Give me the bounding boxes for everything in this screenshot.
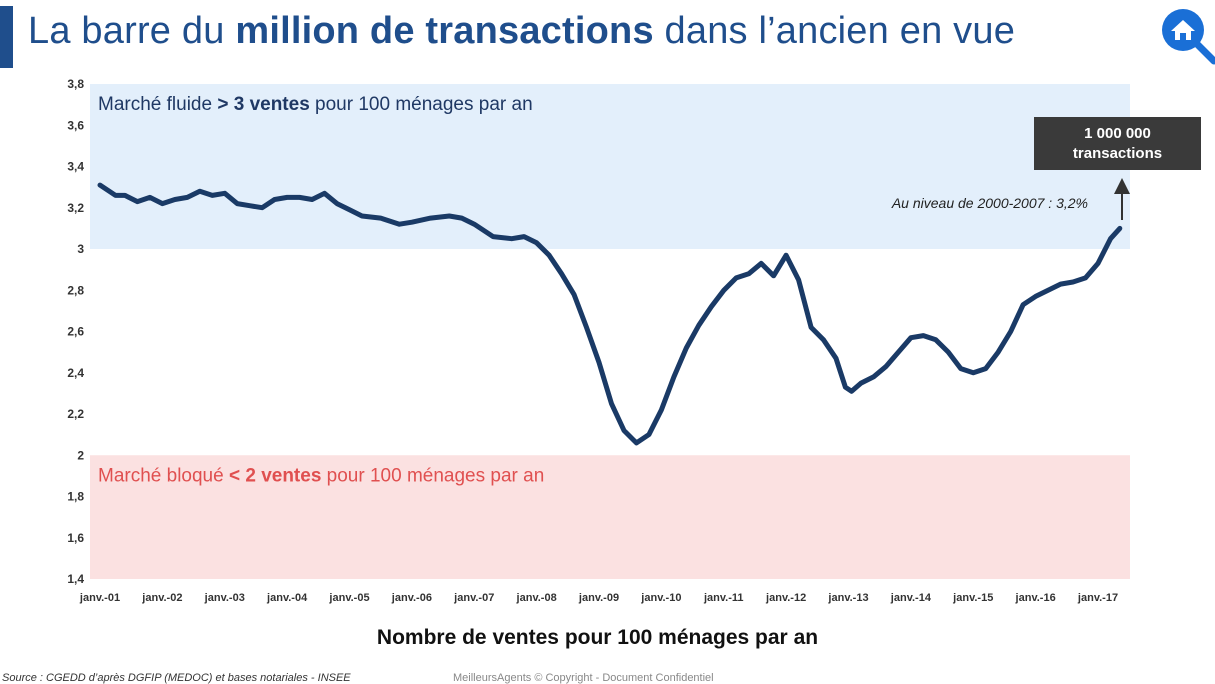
x-tick-label: janv.-15	[952, 592, 993, 604]
y-tick-label: 1,6	[67, 531, 84, 545]
x-tick-label: janv.-13	[827, 592, 868, 604]
y-tick-label: 2,2	[67, 407, 84, 421]
blocked-market-band	[90, 455, 1130, 579]
copyright-note: MeilleursAgents © Copyright - Document C…	[453, 672, 714, 684]
x-tick-label: janv.-02	[141, 592, 182, 604]
x-tick-label: janv.-10	[640, 592, 681, 604]
title-accent-bar	[0, 6, 13, 68]
y-tick-label: 2,6	[67, 325, 84, 339]
x-tick-label: janv.-01	[79, 592, 120, 604]
x-axis-title: Nombre de ventes pour 100 ménages par an	[376, 626, 819, 649]
source-note: Source : CGEDD d’après DGFIP (MEDOC) et …	[2, 672, 351, 684]
fluid-market-band	[90, 84, 1130, 249]
fluid-market-label: Marché fluide > 3 ventes pour 100 ménage…	[98, 94, 533, 115]
million-transactions-line1: 1 000 000	[1084, 125, 1151, 142]
annotation-arrow-head	[1114, 178, 1130, 194]
series-line	[97, 182, 1123, 446]
y-tick-label: 3,4	[67, 160, 84, 174]
x-tick-label: janv.-07	[453, 592, 494, 604]
line-chart: Marché fluide > 3 ventes pour 100 ménage…	[67, 77, 1201, 604]
page-title: La barre du million de transactions dans…	[28, 10, 1016, 52]
y-tick-label: 3,2	[67, 201, 84, 215]
x-tick-label: janv.-12	[765, 592, 806, 604]
y-tick-label: 1,4	[67, 572, 84, 586]
x-tick-label: janv.-14	[890, 592, 932, 604]
x-tick-label: janv.-09	[578, 592, 619, 604]
million-transactions-box	[1034, 117, 1201, 170]
x-tick-label: janv.-17	[1077, 592, 1118, 604]
y-tick-label: 2	[77, 448, 84, 462]
million-transactions-line2: transactions	[1073, 145, 1162, 162]
home-search-icon[interactable]	[1158, 5, 1215, 65]
y-tick-label: 2,4	[67, 366, 84, 380]
x-tick-label: janv.-06	[391, 592, 432, 604]
x-tick-label: janv.-11	[703, 592, 744, 604]
blocked-market-label: Marché bloqué < 2 ventes pour 100 ménage…	[98, 465, 544, 486]
y-tick-label: 1,8	[67, 490, 84, 504]
y-tick-label: 3	[77, 242, 84, 256]
y-tick-label: 2,8	[67, 283, 84, 297]
level-note: Au niveau de 2000-2007 : 3,2%	[891, 195, 1088, 211]
x-tick-label: janv.-04	[266, 592, 308, 604]
x-tick-label: janv.-16	[1015, 592, 1056, 604]
x-tick-label: janv.-08	[516, 592, 557, 604]
x-tick-label: janv.-05	[328, 592, 369, 604]
y-tick-label: 3,6	[67, 118, 84, 132]
x-tick-label: janv.-03	[204, 592, 245, 604]
y-tick-label: 3,8	[67, 77, 84, 91]
